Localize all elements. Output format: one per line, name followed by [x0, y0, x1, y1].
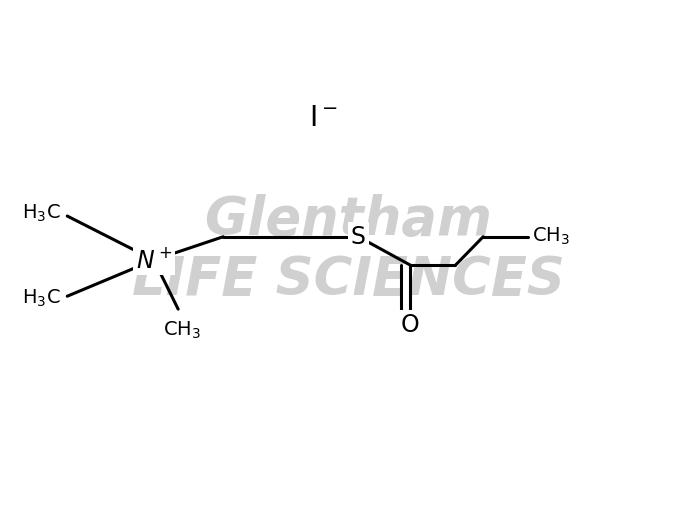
Text: H$_3$C: H$_3$C: [22, 203, 61, 224]
Text: CH$_3$: CH$_3$: [532, 226, 570, 248]
Text: H$_3$C: H$_3$C: [22, 288, 61, 309]
Text: Glentham
LIFE SCIENCES: Glentham LIFE SCIENCES: [132, 193, 564, 306]
Text: I$^-$: I$^-$: [310, 104, 338, 132]
Text: O: O: [401, 313, 420, 336]
Text: CH$_3$: CH$_3$: [163, 319, 200, 341]
Text: S: S: [351, 225, 366, 249]
Text: $N^+$: $N^+$: [136, 248, 172, 272]
